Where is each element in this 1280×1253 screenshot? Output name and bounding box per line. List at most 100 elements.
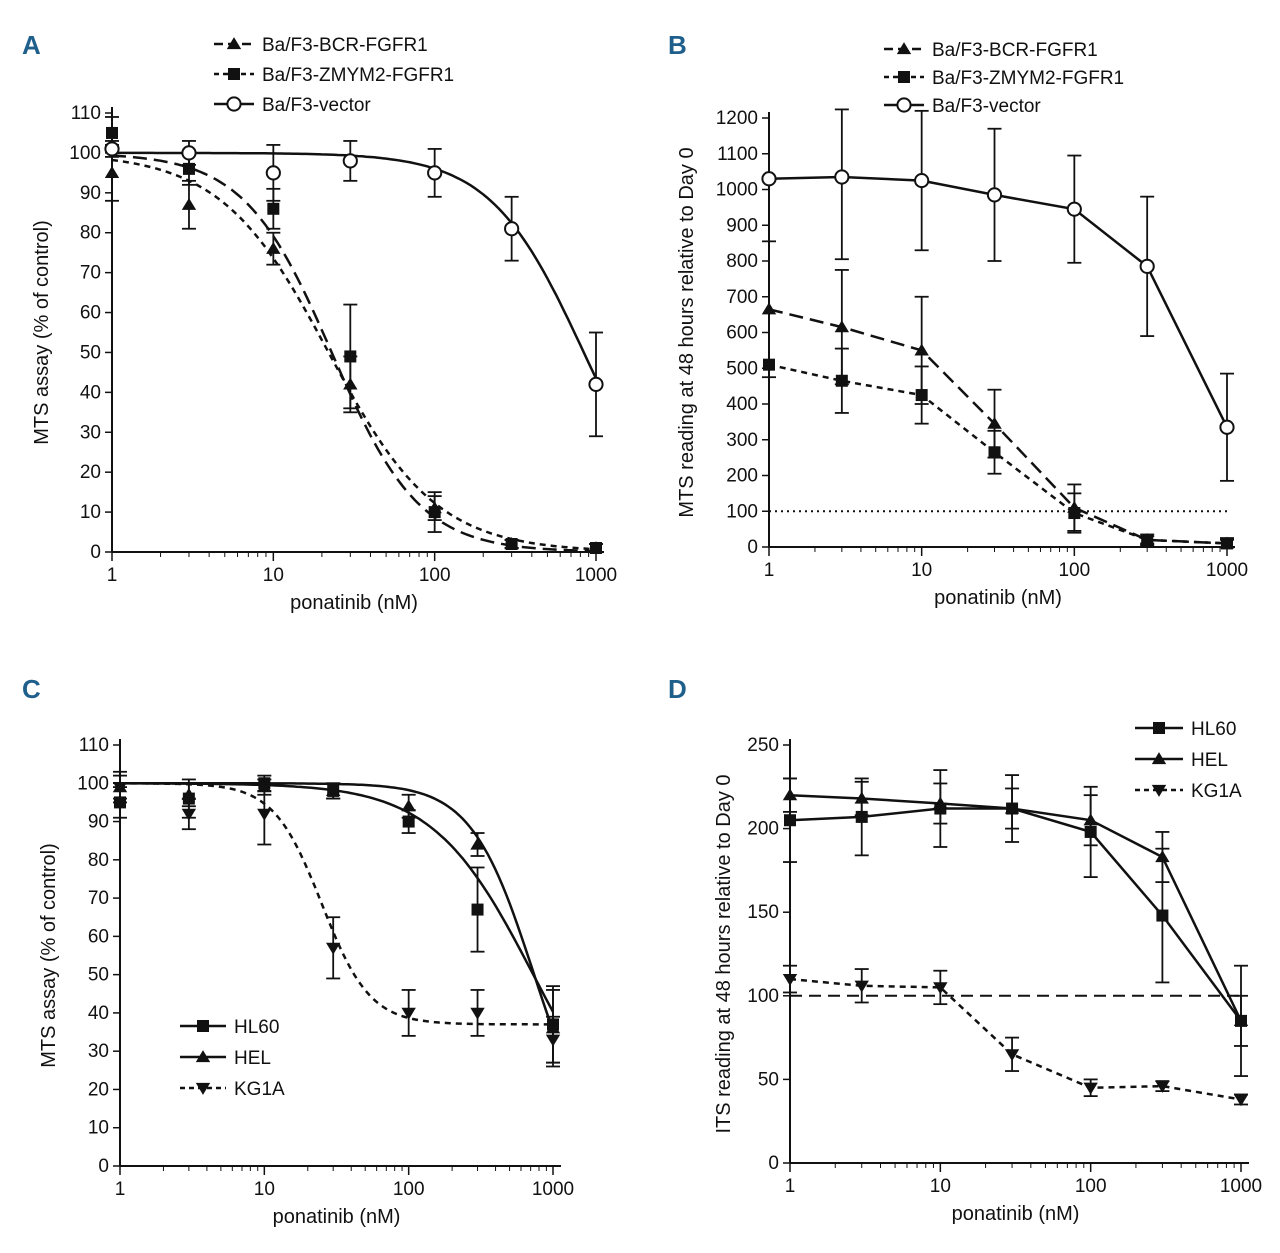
data-point <box>112 781 128 794</box>
y-tick-label: 400 <box>726 394 758 415</box>
data-point <box>855 810 868 823</box>
data-point <box>470 837 485 850</box>
legend-marker <box>1151 784 1167 797</box>
legend-marker <box>1153 722 1165 734</box>
data-point <box>761 302 777 315</box>
y-tick-label: 1100 <box>717 144 758 165</box>
data-point <box>1221 537 1233 550</box>
panel-label: B <box>668 30 687 60</box>
data-point <box>588 376 604 392</box>
y-tick-label: 250 <box>747 735 779 756</box>
series-hl60 <box>113 774 560 1064</box>
data-point <box>1004 801 1020 814</box>
data-point <box>933 982 948 995</box>
legend-marker <box>1151 752 1167 765</box>
legend-label: Ba/F3-BCR-FGFR1 <box>932 40 1098 61</box>
legend-marker <box>195 1050 211 1063</box>
legend-marker <box>228 68 240 80</box>
data-point <box>470 1007 485 1020</box>
data-point <box>988 446 1001 459</box>
data-point <box>915 389 928 402</box>
legend-label: HEL <box>1191 750 1228 771</box>
chart-panel-b: B010020030040050060070080090010001100120… <box>668 30 1248 609</box>
y-tick-label: 100 <box>69 143 101 164</box>
legend-label: Ba/F3-vector <box>932 96 1041 117</box>
data-point <box>265 165 281 181</box>
y-tick-label: 10 <box>80 502 101 523</box>
y-tick-label: 1000 <box>716 180 758 201</box>
legend-marker <box>226 96 242 112</box>
y-tick-label: 100 <box>747 986 779 1007</box>
x-axis-label: ponatinib (nM) <box>952 1203 1080 1225</box>
data-point <box>782 788 798 801</box>
data-point <box>325 942 341 955</box>
legend-label: HL60 <box>1191 719 1236 740</box>
data-point <box>933 796 948 809</box>
data-point <box>267 202 280 215</box>
x-tick-label: 100 <box>1075 1176 1107 1197</box>
x-tick-label: 1 <box>785 1176 796 1197</box>
panel-label: D <box>668 674 687 704</box>
chart-panel-d: D 0 50 100 150 200 250 1 10 100 1000 ponatinib (nM)… <box>668 674 1262 1225</box>
y-tick-label: 900 <box>726 215 758 236</box>
data-point <box>782 973 798 986</box>
y-tick-label: 80 <box>80 223 101 244</box>
y-tick-label: 50 <box>80 342 101 363</box>
data-point <box>1155 850 1170 863</box>
data-point <box>835 374 848 387</box>
series-line <box>789 977 1242 1101</box>
y-tick-label: 70 <box>80 263 101 284</box>
y-tick-label: 150 <box>747 902 779 923</box>
data-point <box>761 171 777 187</box>
data-point <box>106 126 118 139</box>
x-tick-label: 1 <box>764 560 775 581</box>
legend-marker <box>195 1082 211 1095</box>
data-point <box>428 506 441 519</box>
series-ba-f3-bcr-fgfr1 <box>761 240 1235 549</box>
y-tick-label: 90 <box>88 812 109 833</box>
data-point <box>1155 1080 1170 1093</box>
x-tick-label: 1 <box>107 565 118 586</box>
y-tick-label: 110 <box>71 103 101 124</box>
y-tick-label: 50 <box>758 1069 779 1090</box>
data-point <box>504 221 520 237</box>
y-tick-label: 0 <box>747 537 758 558</box>
series-ba-f3-bcr-fgfr1 <box>104 144 604 554</box>
data-point <box>401 1007 416 1020</box>
data-point <box>784 814 796 827</box>
data-point <box>1066 201 1082 217</box>
legend-label: Ba/F3-BCR-FGFR1 <box>262 35 428 56</box>
y-tick-label: 80 <box>88 850 109 871</box>
series-ba-f3-zmym2-fgfr1 <box>105 116 603 555</box>
series-hl60 <box>783 769 1248 1077</box>
data-point <box>401 799 416 812</box>
legend-marker <box>896 97 912 113</box>
y-tick-label: 200 <box>726 466 758 487</box>
y-tick-label: 30 <box>80 422 101 443</box>
y-tick-label: 0 <box>768 1153 779 1174</box>
data-point <box>104 141 120 157</box>
data-point <box>325 784 341 797</box>
data-point <box>344 350 357 363</box>
y-tick-label: 70 <box>88 888 109 909</box>
y-tick-label: 40 <box>80 382 101 403</box>
legend-marker <box>197 1020 209 1032</box>
series-line <box>112 151 598 379</box>
data-point <box>1141 533 1154 546</box>
series-ba-f3-vector <box>104 140 604 438</box>
series-line <box>120 782 553 1026</box>
y-tick-label: 60 <box>80 303 101 324</box>
data-point <box>1068 507 1081 520</box>
series-line <box>120 782 555 1032</box>
y-tick-label: 60 <box>88 926 109 947</box>
y-tick-label: 600 <box>726 323 758 344</box>
y-tick-label: 20 <box>80 462 101 483</box>
x-axis-label: ponatinib (nM) <box>273 1206 401 1228</box>
x-tick-label: 1000 <box>575 565 617 586</box>
y-tick-label: 1200 <box>716 108 758 129</box>
y-tick-label: 200 <box>747 819 779 840</box>
data-point <box>854 791 869 804</box>
legend-label: HL60 <box>234 1017 279 1038</box>
